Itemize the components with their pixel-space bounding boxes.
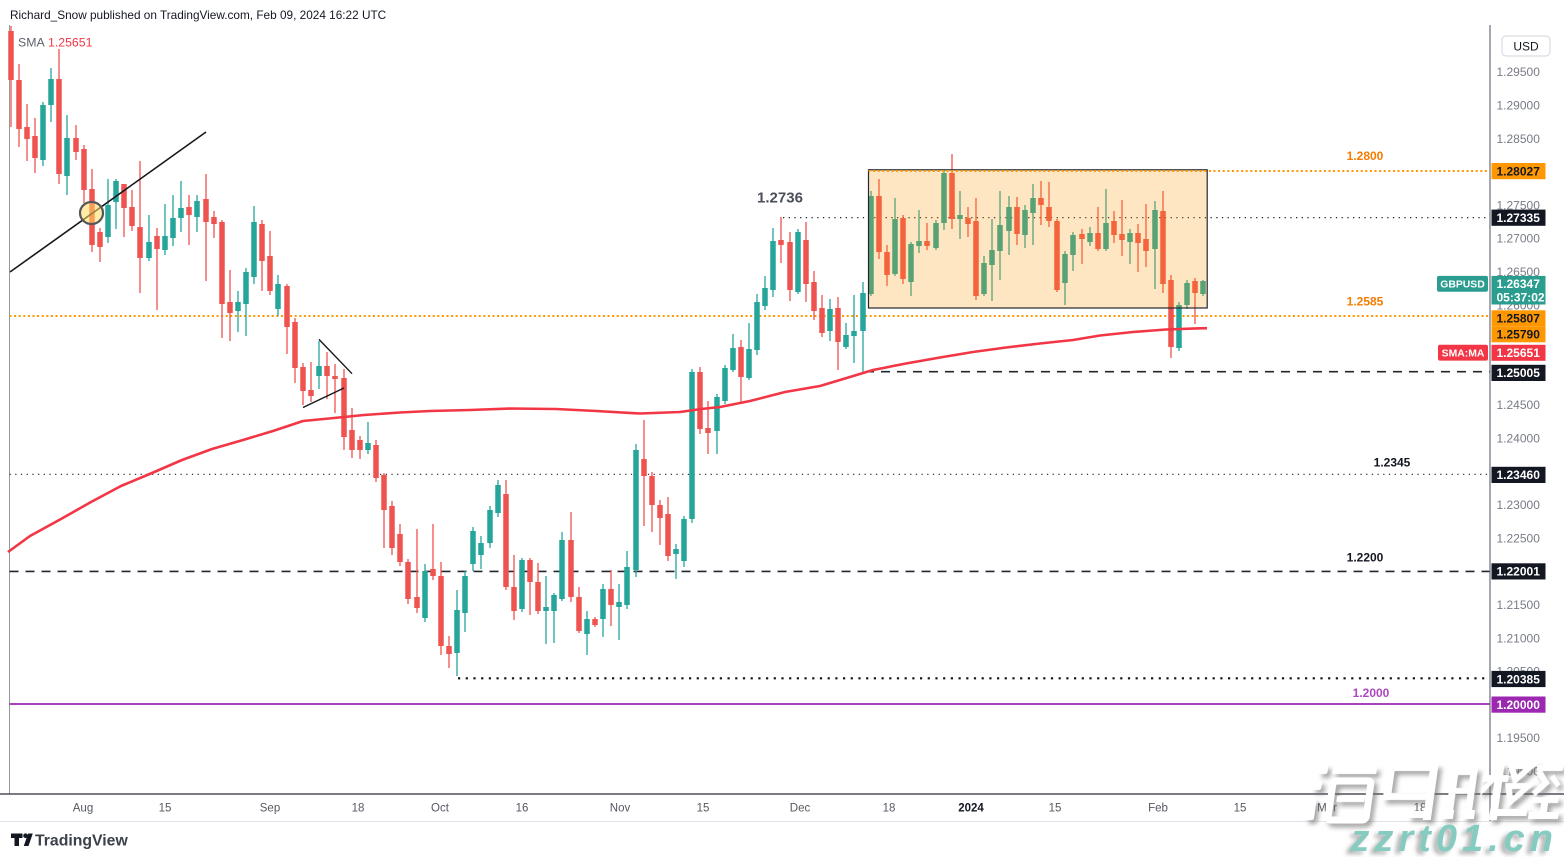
svg-text:15: 15 — [697, 803, 710, 815]
svg-text:1.23000: 1.23000 — [1497, 498, 1541, 512]
svg-text:1.20000: 1.20000 — [1497, 698, 1541, 712]
svg-text:1.2585: 1.2585 — [1347, 295, 1384, 309]
svg-text:1.23460: 1.23460 — [1497, 468, 1541, 482]
svg-text:05:37:02: 05:37:02 — [1497, 291, 1545, 305]
svg-text:1.25651: 1.25651 — [1497, 346, 1541, 360]
svg-text:1.22001: 1.22001 — [1497, 565, 1541, 579]
svg-text:1.27500: 1.27500 — [1497, 198, 1541, 212]
svg-text:1.19500: 1.19500 — [1497, 731, 1541, 745]
svg-text:1.25005: 1.25005 — [1497, 366, 1541, 380]
svg-text:1.25790: 1.25790 — [1497, 328, 1541, 342]
svg-text:Richard_Snow published on Trad: Richard_Snow published on TradingView.co… — [10, 8, 387, 22]
svg-text:1.28027: 1.28027 — [1497, 164, 1541, 178]
svg-text:USD: USD — [1513, 40, 1539, 54]
svg-text:1.26347: 1.26347 — [1497, 277, 1541, 291]
svg-text:1.22500: 1.22500 — [1497, 531, 1541, 545]
svg-text:Sep: Sep — [260, 803, 280, 815]
svg-text:1.24500: 1.24500 — [1497, 398, 1541, 412]
svg-text:Aug: Aug — [73, 803, 93, 815]
svg-text:GBPUSD: GBPUSD — [1440, 280, 1485, 291]
svg-text:1.26500: 1.26500 — [1497, 265, 1541, 279]
svg-text:SMA: SMA — [18, 36, 45, 50]
svg-text:1.25807: 1.25807 — [1497, 312, 1541, 326]
svg-text:1.2736: 1.2736 — [757, 190, 803, 207]
svg-text:1.20385: 1.20385 — [1497, 672, 1541, 686]
svg-text:TradingView: TradingView — [35, 833, 128, 850]
svg-text:1.25651: 1.25651 — [48, 36, 93, 50]
svg-text:18: 18 — [352, 803, 365, 815]
svg-text:Dec: Dec — [790, 803, 811, 815]
svg-text:18: 18 — [883, 803, 896, 815]
svg-text:15: 15 — [1049, 803, 1062, 815]
svg-text:Oct: Oct — [431, 803, 450, 815]
svg-text:1.2800: 1.2800 — [1347, 149, 1384, 163]
svg-text:1.24000: 1.24000 — [1497, 432, 1541, 446]
svg-text:1.2345: 1.2345 — [1374, 456, 1411, 470]
svg-text:1.21000: 1.21000 — [1497, 631, 1541, 645]
svg-text:zzrt01.cn: zzrt01.cn — [1349, 818, 1558, 857]
svg-text:1.2200: 1.2200 — [1347, 551, 1384, 565]
svg-text:2024: 2024 — [958, 803, 984, 815]
svg-text:1.27000: 1.27000 — [1497, 232, 1541, 246]
svg-text:16: 16 — [516, 803, 529, 815]
svg-text:SMA:MA: SMA:MA — [1442, 349, 1485, 360]
svg-text:15: 15 — [1234, 803, 1247, 815]
svg-text:1.21500: 1.21500 — [1497, 598, 1541, 612]
svg-text:1.29000: 1.29000 — [1497, 99, 1541, 113]
svg-text:1.29500: 1.29500 — [1497, 65, 1541, 79]
svg-text:1.2000: 1.2000 — [1353, 686, 1390, 700]
svg-text:Feb: Feb — [1148, 803, 1168, 815]
svg-text:1.27335: 1.27335 — [1497, 211, 1541, 225]
svg-text:15: 15 — [159, 803, 172, 815]
svg-text:Nov: Nov — [610, 803, 631, 815]
svg-text:1.28500: 1.28500 — [1497, 132, 1541, 146]
